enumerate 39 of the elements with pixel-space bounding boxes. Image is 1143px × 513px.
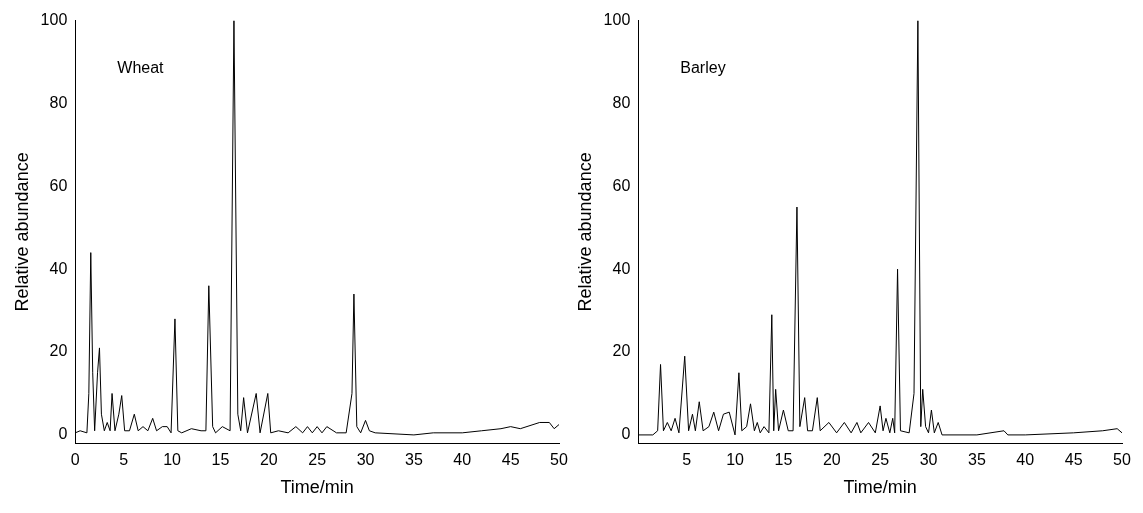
x-axis-title: Time/min (280, 477, 354, 498)
y-tick-label: 20 (49, 342, 68, 360)
y-tick-label: 80 (49, 93, 68, 111)
x-tick-label: 20 (822, 451, 841, 469)
x-tick-label: 45 (1064, 451, 1083, 469)
y-axis-title: Relative abundance (574, 152, 595, 312)
x-tick-label: 15 (211, 451, 230, 469)
y-tick-label: 100 (40, 11, 68, 29)
y-tick-label: 80 (612, 93, 631, 111)
x-tick-label: 20 (259, 451, 278, 469)
annotation: Wheat (117, 59, 165, 77)
x-tick-label: 35 (967, 451, 986, 469)
x-tick-label: 25 (308, 451, 327, 469)
x-tick-label: 40 (1016, 451, 1035, 469)
x-tick-label: 35 (404, 451, 423, 469)
y-tick-label: 0 (58, 425, 68, 443)
x-tick-label: 50 (1113, 451, 1131, 469)
x-tick-label: 40 (453, 451, 472, 469)
x-tick-label: 10 (726, 451, 745, 469)
y-tick-label: 100 (603, 11, 631, 29)
x-tick-label: 5 (682, 451, 692, 469)
x-axis-title: Time/min (843, 477, 917, 498)
x-tick-label: 30 (356, 451, 375, 469)
x-tick-label: 10 (163, 451, 182, 469)
y-tick-label: 60 (49, 176, 68, 194)
x-tick-label: 0 (70, 451, 80, 469)
x-tick-label: 30 (919, 451, 938, 469)
y-tick-label: 40 (49, 259, 68, 277)
x-tick-label: 25 (871, 451, 890, 469)
x-tick-label: 5 (119, 451, 129, 469)
y-tick-label: 60 (612, 176, 631, 194)
x-tick-label: 50 (550, 451, 568, 469)
annotation: Barley (680, 59, 726, 77)
y-tick-label: 20 (612, 342, 631, 360)
y-axis-title: Relative abundance (11, 152, 32, 312)
y-tick-label: 40 (612, 259, 631, 277)
x-tick-label: 45 (501, 451, 520, 469)
x-tick-label: 15 (774, 451, 793, 469)
y-tick-label: 0 (621, 425, 631, 443)
